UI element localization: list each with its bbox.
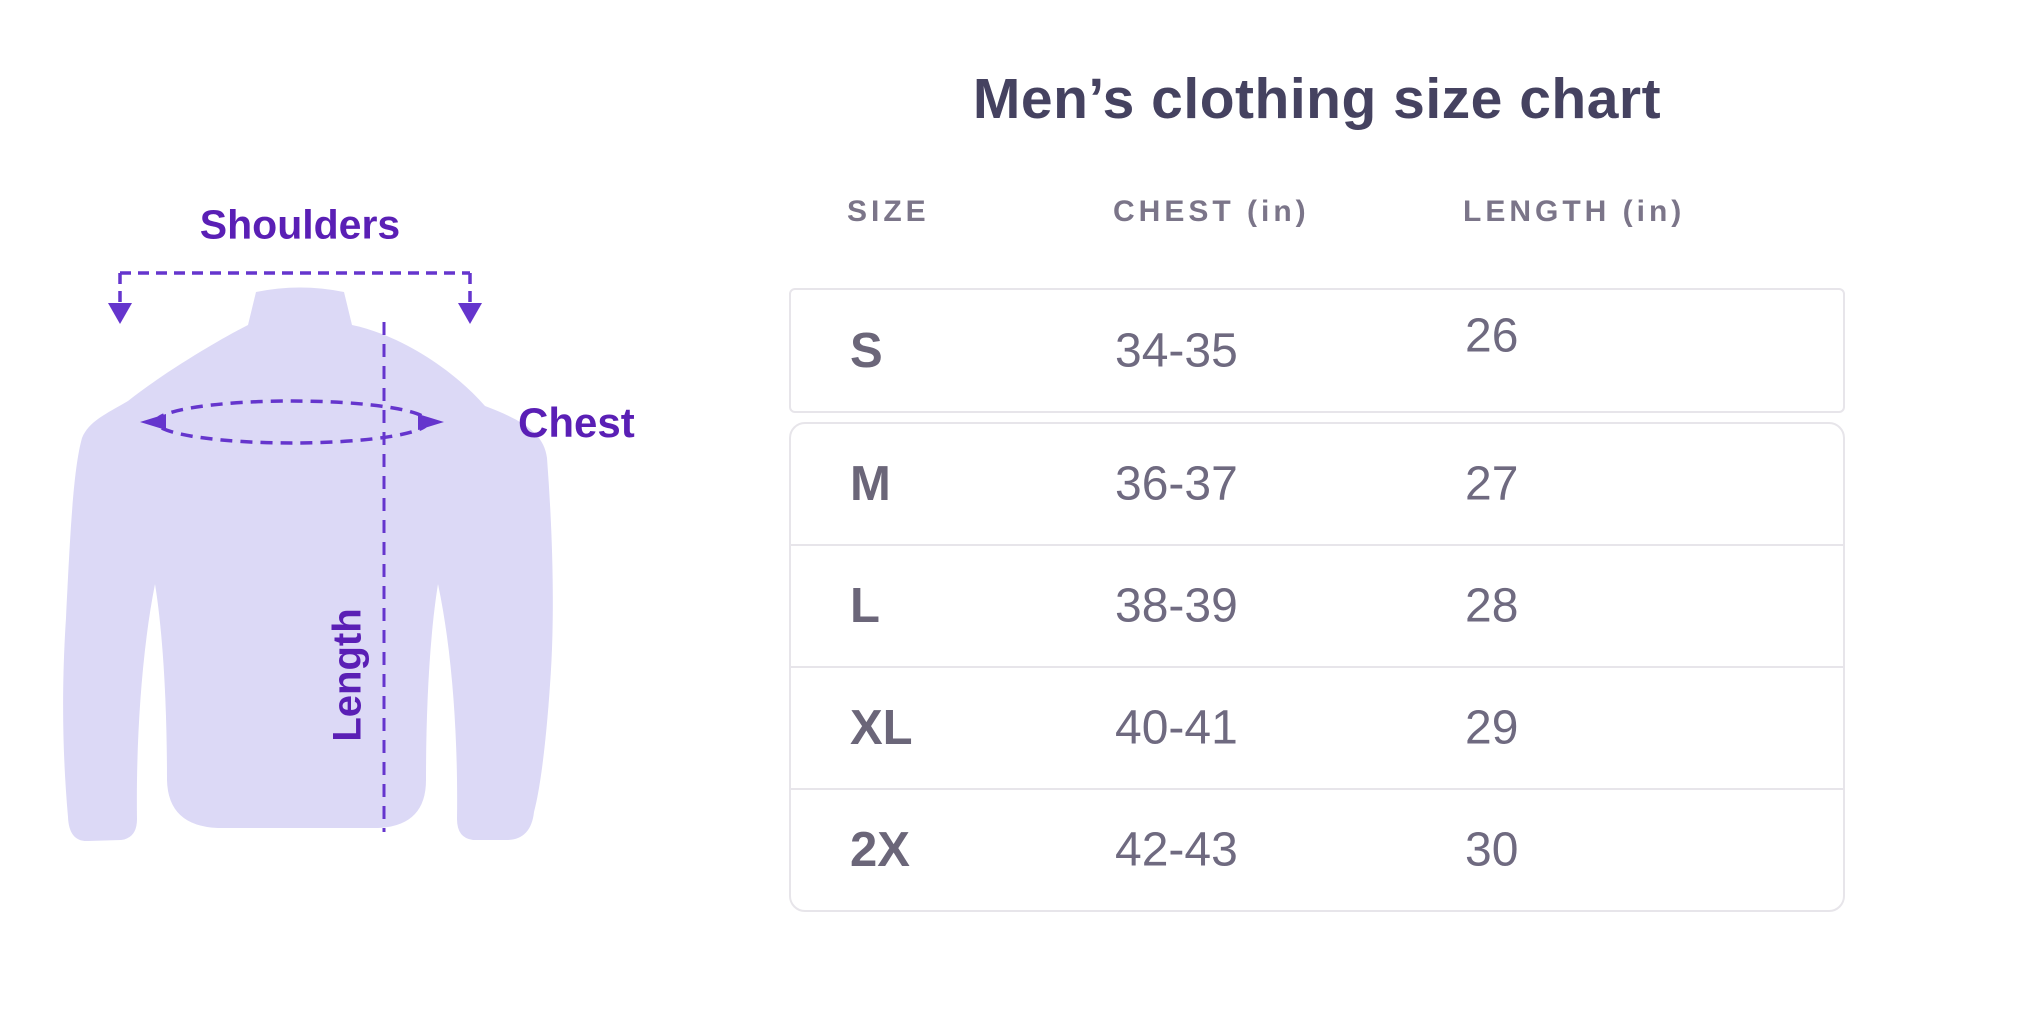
shoulders-arrowhead-left-icon [108, 303, 132, 324]
chest-arrowhead-left-icon [140, 414, 166, 430]
size-cell: XL [850, 701, 913, 755]
column-header-chest: CHEST (in) [1113, 195, 1310, 228]
length-cell: 26 [1465, 309, 1519, 362]
table-card-top: S 34-35 26 [789, 288, 1845, 413]
table-row-s: S 34-35 26 [791, 290, 1843, 411]
length-cell: 29 [1465, 701, 1519, 755]
shoulders-measure-arrow [118, 271, 472, 303]
table-row-m: M 36-37 27 [791, 424, 1843, 544]
column-header-length: LENGTH (in) [1463, 195, 1686, 228]
shoulders-label: Shoulders [199, 201, 401, 248]
shirt-silhouette [63, 287, 553, 842]
table-row-xl: XL 40-41 29 [791, 666, 1843, 788]
chest-cell: 38-39 [1115, 579, 1238, 633]
chest-label: Chest [518, 399, 635, 446]
length-label: Length [325, 608, 370, 742]
shirt-diagram-graphic [63, 271, 553, 842]
length-cell: 27 [1465, 457, 1519, 511]
chest-cell: 34-35 [1115, 324, 1238, 377]
chart-title: Men’s clothing size chart [972, 67, 1662, 131]
table-header-row: SIZE CHEST (in) LENGTH (in) [789, 195, 1845, 231]
length-cell: 28 [1465, 579, 1519, 633]
size-cell: L [850, 579, 880, 633]
shoulders-arrowhead-right-icon [458, 303, 482, 324]
table-card-bottom: M 36-37 27 L 38-39 28 XL 40-41 29 2X 42-… [789, 422, 1845, 912]
chest-cell: 36-37 [1115, 457, 1238, 511]
chest-cell: 40-41 [1115, 701, 1238, 755]
table-row-l: L 38-39 28 [791, 544, 1843, 666]
shirt-measurement-diagram: Shoulders Chest Length [60, 140, 720, 900]
size-cell: M [850, 457, 891, 511]
size-cell: 2X [850, 823, 910, 877]
size-cell: S [850, 323, 883, 378]
length-cell: 30 [1465, 823, 1519, 877]
column-header-size: SIZE [847, 195, 930, 228]
chest-cell: 42-43 [1115, 823, 1238, 877]
table-row-2x: 2X 42-43 30 [791, 788, 1843, 910]
size-chart-section: Men’s clothing size chart SIZE CHEST (in… [789, 0, 1845, 1020]
chest-arrowhead-right-icon [418, 414, 444, 430]
